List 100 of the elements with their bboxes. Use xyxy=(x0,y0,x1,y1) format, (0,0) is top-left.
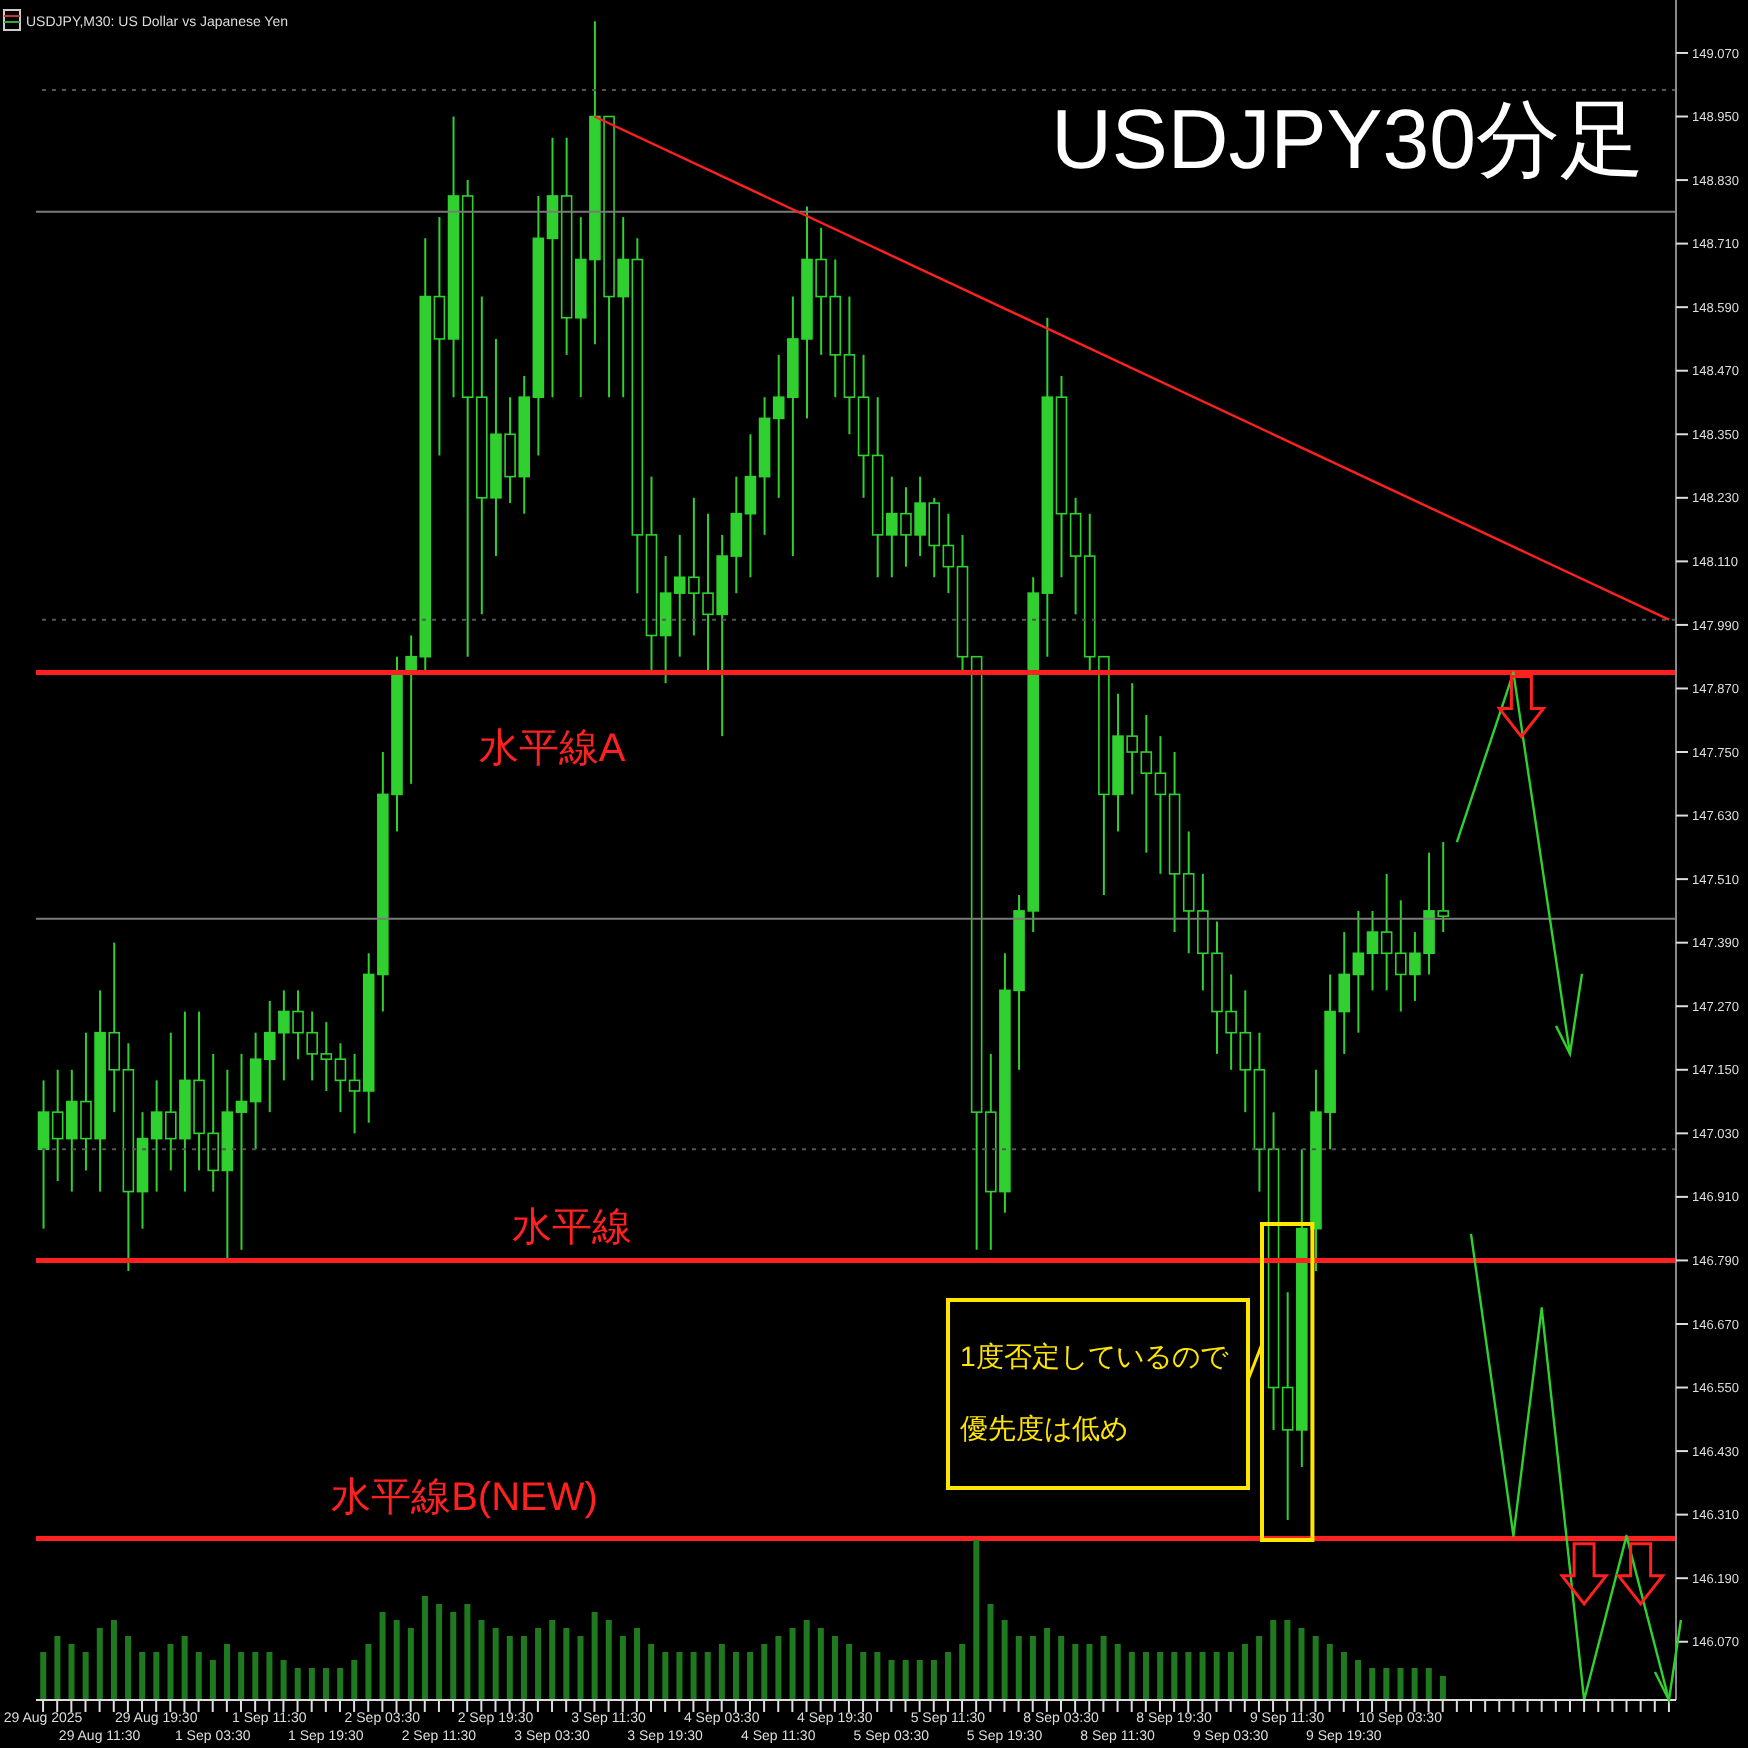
bar xyxy=(1044,1628,1051,1700)
bar xyxy=(1298,1628,1305,1700)
bar xyxy=(1171,1652,1178,1700)
bar xyxy=(1411,1668,1418,1700)
bar xyxy=(1157,1652,1164,1700)
bar xyxy=(831,1636,838,1700)
bar xyxy=(902,1660,909,1700)
bar xyxy=(1397,1668,1404,1700)
ref-line-label: 水平線A xyxy=(478,726,627,771)
bar xyxy=(1284,1620,1291,1700)
bar xyxy=(1072,1644,1079,1700)
bar xyxy=(704,1652,711,1700)
text: 1度否定しているので優先度は低め xyxy=(960,1340,1228,1444)
bar xyxy=(464,1604,471,1700)
bar xyxy=(1425,1668,1432,1700)
bar xyxy=(209,1660,216,1700)
bar xyxy=(803,1620,810,1700)
bar xyxy=(1185,1652,1192,1700)
bar xyxy=(1227,1652,1234,1700)
bar xyxy=(337,1668,344,1700)
bar xyxy=(153,1652,160,1700)
bar xyxy=(436,1604,443,1700)
bar xyxy=(82,1652,89,1700)
bar xyxy=(1015,1636,1022,1700)
bar xyxy=(195,1652,202,1700)
bar xyxy=(605,1620,612,1700)
bar xyxy=(930,1660,937,1700)
bar xyxy=(407,1628,414,1700)
bar xyxy=(1340,1652,1347,1700)
bar xyxy=(1256,1636,1263,1700)
bar xyxy=(379,1612,386,1700)
bar xyxy=(817,1628,824,1700)
bar xyxy=(1213,1652,1220,1700)
bar xyxy=(139,1652,146,1700)
bar xyxy=(619,1636,626,1700)
ref-line-label: 水平線 xyxy=(511,1206,632,1251)
bar xyxy=(492,1628,499,1700)
bar xyxy=(634,1628,641,1700)
bar xyxy=(308,1668,315,1700)
bar xyxy=(1143,1652,1149,1700)
bar xyxy=(1100,1636,1107,1700)
bar xyxy=(1355,1660,1362,1700)
bar xyxy=(520,1636,527,1700)
bar xyxy=(1199,1652,1206,1700)
bar xyxy=(1058,1636,1065,1700)
bar xyxy=(167,1644,174,1700)
bar xyxy=(68,1644,75,1700)
bar xyxy=(1086,1644,1093,1700)
bar xyxy=(421,1596,428,1700)
bar xyxy=(1128,1652,1135,1700)
bar xyxy=(125,1636,132,1700)
bar xyxy=(747,1652,754,1700)
bar xyxy=(1369,1668,1376,1700)
ref-line-label: 水平線B(NEW) xyxy=(331,1476,598,1521)
bar xyxy=(733,1652,739,1700)
bar xyxy=(54,1636,61,1700)
bar xyxy=(718,1644,725,1700)
bar xyxy=(775,1636,782,1700)
bar xyxy=(252,1652,259,1700)
bar xyxy=(40,1652,47,1700)
bar xyxy=(365,1644,372,1700)
bar xyxy=(506,1636,513,1700)
bar xyxy=(266,1652,273,1700)
bar xyxy=(351,1660,358,1700)
bar xyxy=(563,1628,570,1700)
line-series xyxy=(1469,1232,1671,1700)
bar xyxy=(1114,1644,1121,1700)
bar xyxy=(280,1660,287,1700)
bar xyxy=(846,1644,853,1700)
bar xyxy=(1270,1620,1277,1700)
bar xyxy=(323,1668,329,1700)
bar xyxy=(973,1540,980,1700)
bar xyxy=(1312,1636,1319,1700)
bar xyxy=(294,1668,301,1700)
bar xyxy=(478,1620,485,1700)
bar xyxy=(761,1644,768,1700)
bar xyxy=(591,1612,598,1700)
bar xyxy=(1383,1668,1390,1700)
bar xyxy=(690,1652,697,1700)
bar xyxy=(450,1612,457,1700)
bar xyxy=(238,1652,245,1700)
bar xyxy=(181,1636,188,1700)
bar xyxy=(648,1644,655,1700)
bar xyxy=(96,1628,103,1700)
bar xyxy=(393,1620,400,1700)
bar xyxy=(860,1652,867,1700)
bar xyxy=(1241,1644,1248,1700)
bar xyxy=(959,1644,966,1700)
bar xyxy=(789,1628,796,1700)
bar xyxy=(916,1660,923,1700)
bar xyxy=(874,1652,881,1700)
bar xyxy=(577,1636,584,1700)
bar xyxy=(1439,1676,1446,1700)
bar xyxy=(888,1660,895,1700)
bar xyxy=(945,1652,952,1700)
text: USDJPY30分足 xyxy=(1051,92,1644,186)
bar xyxy=(676,1652,683,1700)
bar xyxy=(662,1652,669,1700)
bar xyxy=(224,1644,231,1700)
bar xyxy=(549,1620,556,1700)
